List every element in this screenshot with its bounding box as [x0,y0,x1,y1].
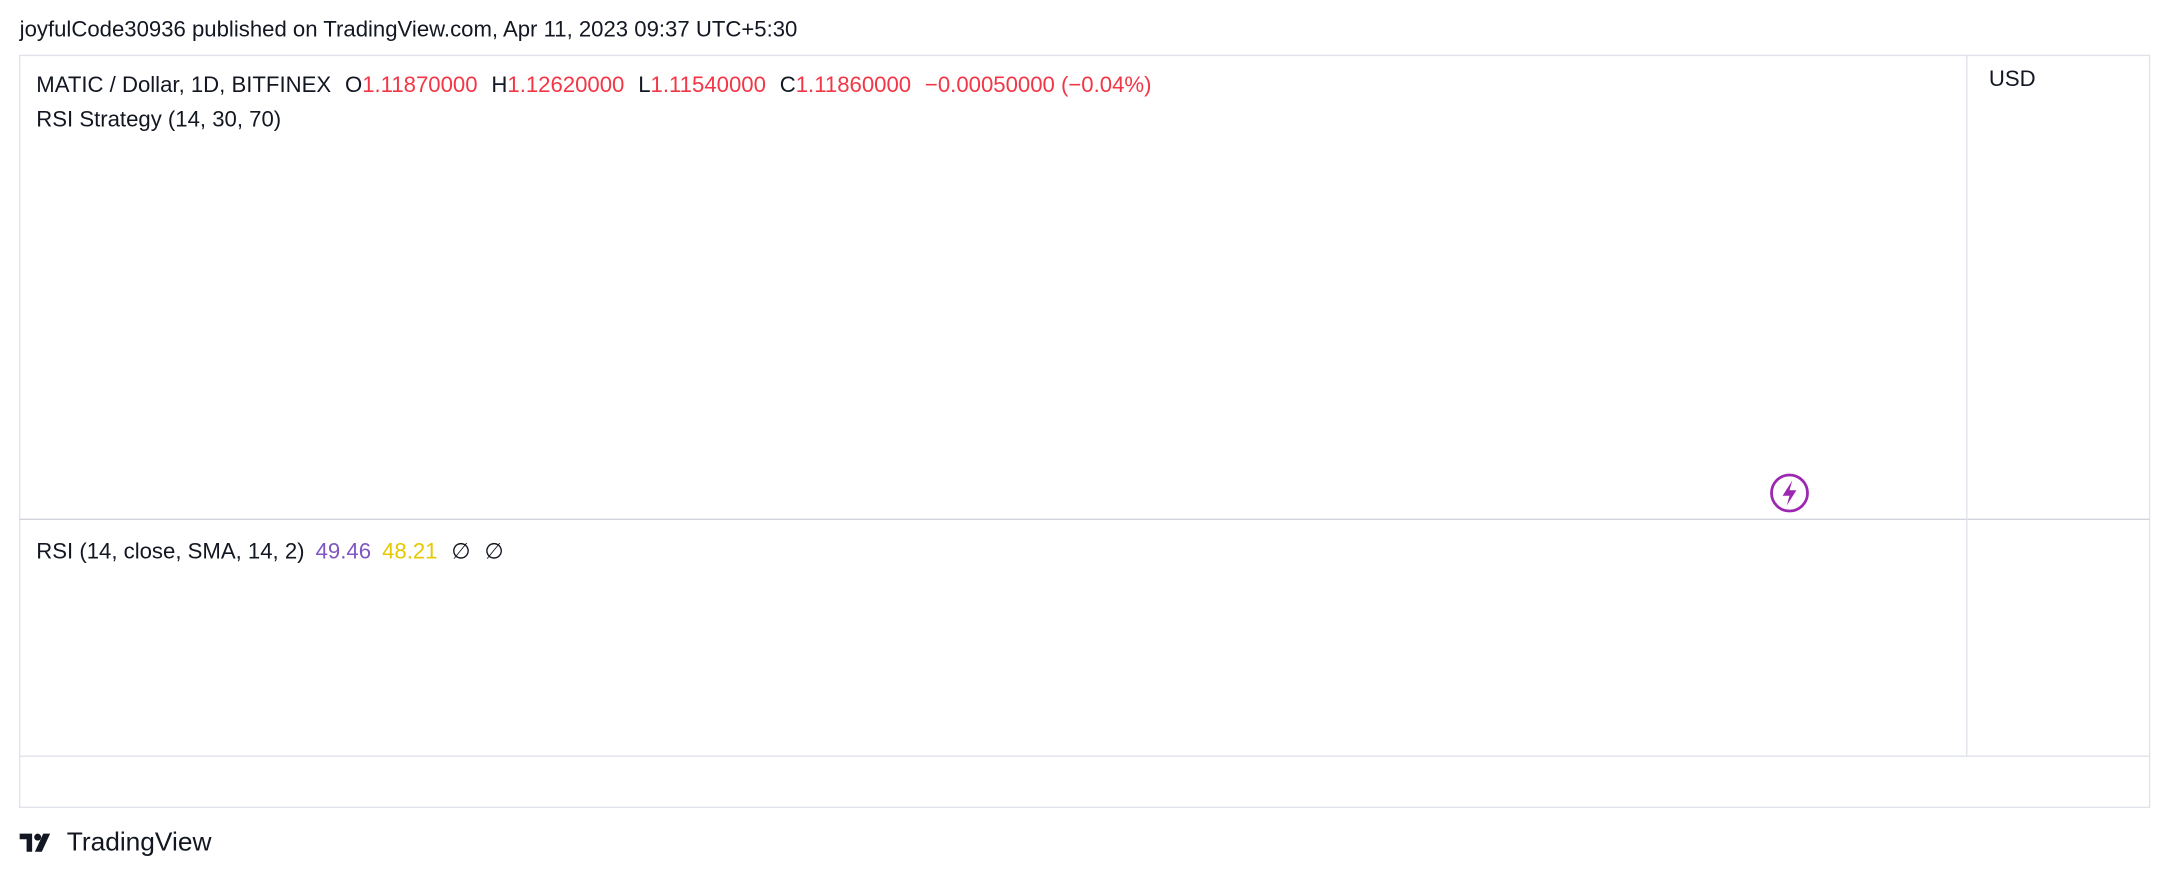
change-value: −0.00050000 (−0.04%) [925,72,1152,97]
currency-label: USD [1989,66,2036,91]
symbol-title: MATIC / Dollar, 1D, BITFINEX [36,72,331,97]
tradingview-logo: TradingView [19,826,213,856]
ohlc-value: 1.12620000 [507,72,624,97]
ohlc-value: 1.11870000 [362,72,477,97]
ohlc-key: O [345,72,362,97]
rsi-ma-value: 48.21 [382,538,437,563]
ohlc-key: H [491,72,507,97]
lightning-icon [1770,473,1809,513]
ohlc-key: C [780,72,796,97]
legend-extra: ∅ [484,538,503,563]
publisher-line: joyfulCode30936 published on TradingView… [19,16,798,41]
strategy-label: RSI Strategy (14, 30, 70) [36,106,281,131]
rsi-title: RSI (14, close, SMA, 14, 2) [36,538,304,563]
price-legend: MATIC / Dollar, 1D, BITFINEX O1.11870000 H… [36,72,1151,97]
ohlc-value: 1.11540000 [651,72,766,97]
ohlc-value: 1.11860000 [796,72,911,97]
brand-name: TradingView [67,826,213,856]
legend-extra: ∅ [451,538,470,563]
ohlc-key: L [638,72,650,97]
rsi-value: 49.46 [316,538,371,563]
chart-frame [18,54,2151,809]
rsi-legend: RSI (14, close, SMA, 14, 2) 49.46 48.21 ∅ ∅ [36,538,504,563]
